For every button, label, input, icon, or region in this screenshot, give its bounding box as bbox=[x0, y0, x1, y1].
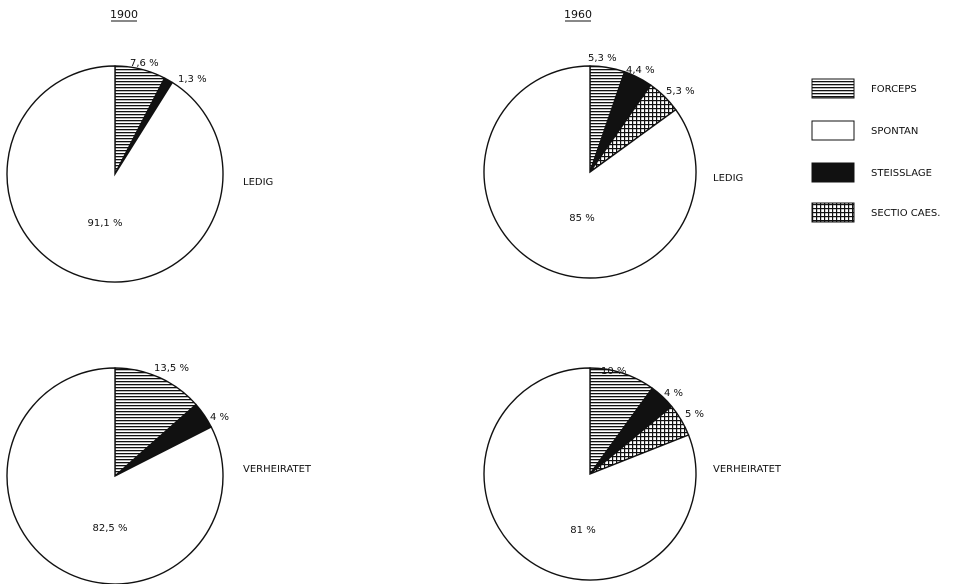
pie-verheiratet-1900-label-forceps: 13,5 % bbox=[154, 363, 189, 374]
pie-verheiratet-1960: 10 % 4 %5 % 81 % bbox=[483, 366, 704, 581]
pie-ledig-1900: 7,6 % 1,3 % 91,1 % bbox=[6, 58, 224, 283]
pie-ledig-1960-slice-spontan bbox=[483, 65, 697, 279]
pie-verheiratet-1960-label-sectio-caes: 5 % bbox=[685, 409, 704, 420]
pie-verheiratet-1900-label-spontan: 82,5 % bbox=[93, 523, 128, 534]
pie-ledig-1900-label-spontan: 91,1 % bbox=[88, 218, 123, 229]
row-label-verheiratet-1960: VERHEIRATET bbox=[713, 464, 782, 475]
pie-verheiratet-1960-label-steisslage: 4 % bbox=[664, 388, 683, 399]
pie-ledig-1960-label-sectio-caes: 5,3 % bbox=[666, 86, 695, 97]
pie-ledig-1900-label-forceps: 7,6 % bbox=[130, 58, 159, 69]
pie-ledig-1900-label-steisslage: 1,3 % bbox=[178, 74, 207, 85]
row-label-ledig-1900: LEDIG bbox=[243, 177, 273, 188]
row-label-ledig-1960: LEDIG bbox=[713, 173, 743, 184]
legend-label-forceps: FORCEPS bbox=[871, 84, 917, 95]
pie-verheiratet-1960-label-spontan: 81 % bbox=[570, 525, 595, 536]
legend-swatch-steisslage bbox=[811, 162, 855, 183]
pie-verheiratet-1900-slice-spontan bbox=[6, 367, 224, 584]
column-heading-1960: 1960 bbox=[564, 8, 592, 21]
legend-label-spontan: SPONTAN bbox=[871, 126, 918, 137]
pie-ledig-1900-slice-spontan bbox=[6, 65, 224, 283]
pie-verheiratet-1960-label-forceps: 10 % bbox=[601, 366, 626, 377]
legend-swatch-forceps bbox=[811, 78, 855, 99]
pie-ledig-1960: 5,3 % 4,4 % 5,3 % 85 % bbox=[483, 53, 697, 279]
pie-verheiratet-1900-slice-forceps bbox=[114, 367, 198, 478]
pie-ledig-1960-label-spontan: 85 % bbox=[569, 213, 594, 224]
pie-ledig-1960-label-steisslage: 4,4 % bbox=[626, 65, 655, 76]
row-label-verheiratet-1900: VERHEIRATET bbox=[243, 464, 312, 475]
legend: FORCEPS SPONTAN STEISSLAGE SECTIO CAES. bbox=[811, 78, 940, 223]
pie-verheiratet-1960-slice-spontan bbox=[483, 367, 697, 581]
legend-label-steisslage: STEISSLAGE bbox=[871, 168, 932, 179]
legend-label-sectio-caes: SECTIO CAES. bbox=[871, 208, 940, 219]
pie-verheiratet-1900-label-steisslage: 4 % bbox=[210, 412, 229, 423]
column-heading-1900: 1900 bbox=[110, 8, 138, 21]
legend-swatch-sectio-caes bbox=[811, 202, 855, 223]
pie-ledig-1960-label-forceps: 5,3 % bbox=[588, 53, 617, 64]
legend-swatch-spontan bbox=[811, 120, 855, 141]
pie-verheiratet-1900: 13,5 % 4 % 82,5 % bbox=[6, 363, 229, 584]
